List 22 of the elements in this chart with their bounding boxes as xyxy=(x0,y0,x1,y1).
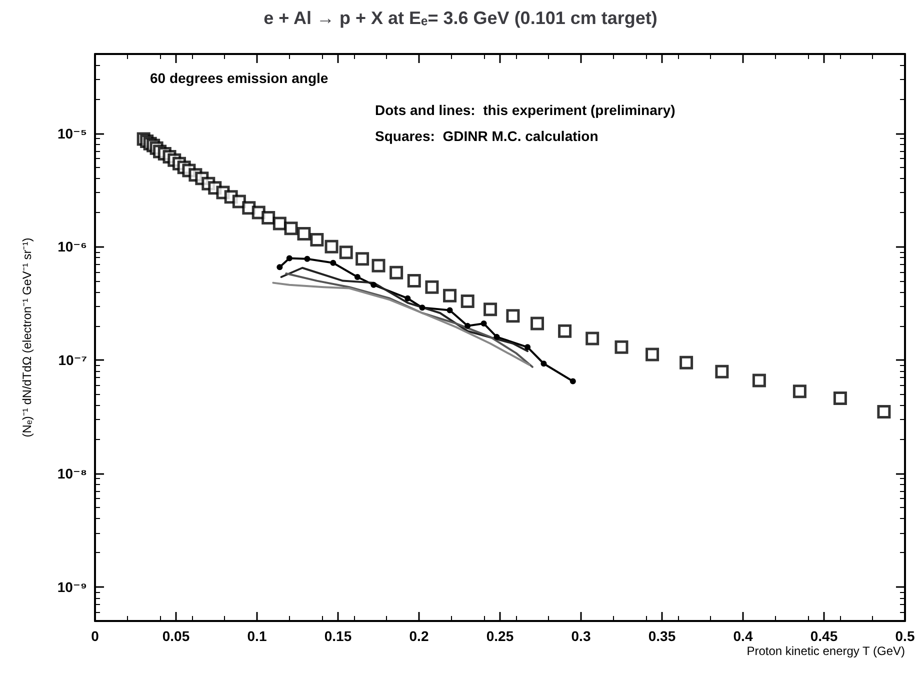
y-tick-label: 10⁻⁶ xyxy=(58,238,87,255)
x-tick-label: 0.5 xyxy=(895,628,915,644)
annotation: Squares: GDINR M.C. calculation xyxy=(375,128,598,144)
x-tick-label: 0.25 xyxy=(486,628,514,644)
y-tick-label: 10⁻⁷ xyxy=(58,352,88,368)
x-tick-label: 0.3 xyxy=(571,628,591,644)
y-tick-label: 10⁻⁵ xyxy=(57,125,87,142)
x-tick-label: 0.35 xyxy=(648,628,676,644)
x-tick-label: 0 xyxy=(91,628,100,644)
x-axis-title: Proton kinetic energy T (GeV) xyxy=(746,644,906,658)
x-tick-label: 0.2 xyxy=(409,628,429,644)
y-tick-label: 10⁻⁹ xyxy=(57,578,87,595)
x-tick-label: 0.45 xyxy=(810,628,838,644)
x-tick-label: 0.05 xyxy=(162,628,190,644)
y-axis-title: (Nₑ)⁻¹ dN/dTdΩ (electron⁻¹ GeV⁻¹ sr⁻¹) xyxy=(20,238,34,438)
chart-title: e + Al → p + X at Eₑ= 3.6 GeV (0.101 cm target) xyxy=(264,8,658,28)
x-tick-label: 0.1 xyxy=(247,628,267,644)
x-tick-label: 0.4 xyxy=(733,628,753,644)
y-tick-label: 10⁻⁸ xyxy=(57,465,87,482)
annotation: Dots and lines: this experiment (preliminary) xyxy=(375,102,676,118)
x-tick-label: 0.15 xyxy=(324,628,352,644)
annotation: 60 degrees emission angle xyxy=(150,70,328,86)
